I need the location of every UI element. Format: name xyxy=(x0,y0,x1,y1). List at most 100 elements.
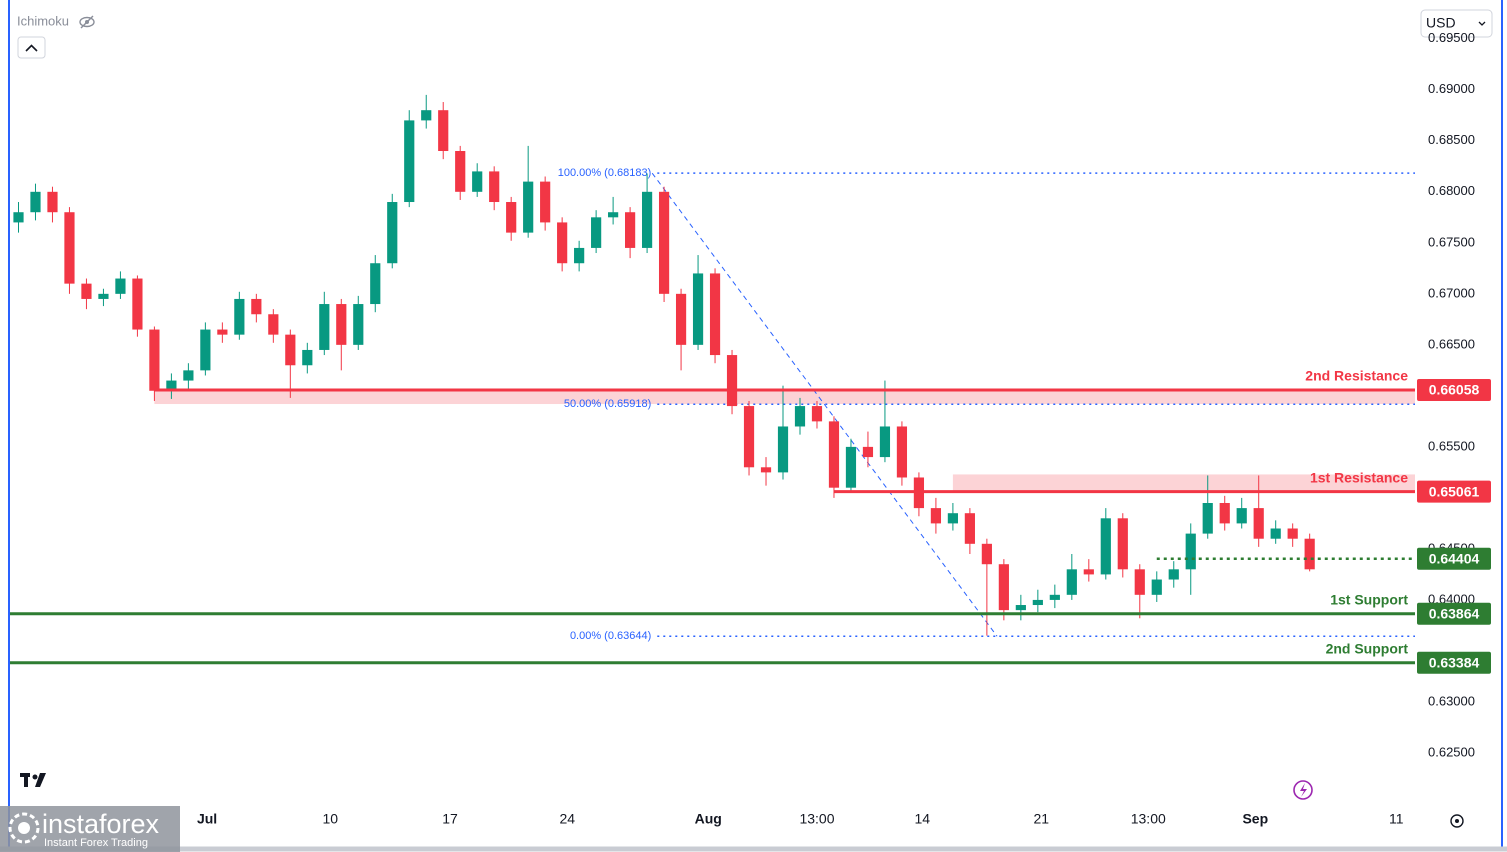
candle-body xyxy=(319,304,330,350)
candle-body xyxy=(98,293,109,299)
candle-body xyxy=(675,293,687,345)
candle-body xyxy=(234,298,245,335)
candle-body xyxy=(743,406,755,468)
brand-name: instaforex xyxy=(42,809,160,839)
candle-body xyxy=(998,564,1009,611)
candle-body xyxy=(251,298,262,315)
level-badge xyxy=(1417,547,1491,570)
candle-body xyxy=(506,202,517,233)
candle-body xyxy=(1032,599,1043,606)
candle-body xyxy=(930,508,942,524)
tradingview-logo xyxy=(20,773,46,787)
candle-body xyxy=(540,181,551,223)
indicator-name[interactable]: Ichimoku xyxy=(17,13,69,28)
candle-body xyxy=(879,426,891,458)
level-name: 2nd Resistance xyxy=(1305,368,1408,384)
candle-body xyxy=(404,120,415,203)
y-tick-label: 0.69000 xyxy=(1428,81,1475,96)
candle-body xyxy=(1168,569,1179,580)
candle-body xyxy=(1253,508,1264,539)
candle-body xyxy=(1287,528,1298,539)
fib-label: 0.00% (0.63644) xyxy=(570,630,651,642)
level-badge xyxy=(1417,651,1491,674)
x-tick-label: Sep xyxy=(1242,811,1268,827)
y-tick-label: 0.64000 xyxy=(1428,591,1475,606)
candle-body xyxy=(1185,533,1196,570)
y-tick-label: 0.67000 xyxy=(1428,285,1475,300)
y-tick-label: 0.67500 xyxy=(1428,234,1475,249)
candle-body xyxy=(1270,528,1281,539)
alert-icon[interactable] xyxy=(1293,780,1313,800)
candle-body xyxy=(1100,518,1111,575)
candle-body xyxy=(13,212,24,223)
x-tick-label: Jul xyxy=(197,811,217,827)
candle-body xyxy=(811,406,823,422)
candle-body xyxy=(1236,508,1247,524)
x-tick-label: Aug xyxy=(695,811,722,827)
y-tick-label: 0.62500 xyxy=(1428,744,1475,759)
collapse-button[interactable] xyxy=(17,36,46,59)
x-tick-label: 13:00 xyxy=(1131,811,1166,827)
candle-body xyxy=(947,513,958,524)
y-tick-label: 0.68000 xyxy=(1428,183,1475,198)
candle-body xyxy=(200,329,211,371)
candle-body xyxy=(591,217,602,248)
candle-body xyxy=(149,329,160,391)
x-tick-label: 10 xyxy=(322,811,338,827)
brand-logo: instaforex Instant Forex Trading xyxy=(0,806,180,852)
candle-body xyxy=(709,273,721,356)
candle-body xyxy=(1117,518,1128,570)
candle-body xyxy=(1015,605,1026,611)
level-zone xyxy=(154,389,1416,405)
candle-body xyxy=(692,273,704,345)
level-name: 2nd Support xyxy=(1326,640,1409,656)
level-price: 0.66058 xyxy=(1429,382,1480,398)
settings-icon[interactable] xyxy=(1450,814,1464,828)
candle-body xyxy=(1134,569,1145,595)
candle-body xyxy=(285,334,296,366)
candle-body xyxy=(896,426,908,478)
candle-body xyxy=(845,446,857,488)
y-tick-label: 0.65500 xyxy=(1428,438,1475,453)
level-name: 1st Resistance xyxy=(1310,469,1408,485)
candle-body xyxy=(455,151,466,192)
candle-body xyxy=(166,380,177,391)
candle-body xyxy=(557,222,568,264)
level-badge xyxy=(1417,480,1491,503)
candle-body xyxy=(370,263,381,305)
candle-body xyxy=(217,329,228,335)
currency-label: USD xyxy=(1426,15,1456,31)
x-tick-label: 24 xyxy=(559,811,575,827)
candle-body xyxy=(1151,579,1162,595)
y-tick-label: 0.66500 xyxy=(1428,336,1475,351)
candle-body xyxy=(523,181,534,233)
candle-body xyxy=(302,349,313,366)
candle-body xyxy=(1083,569,1094,575)
candle-body xyxy=(726,355,738,407)
y-tick-label: 0.69500 xyxy=(1428,30,1475,45)
candle-body xyxy=(115,278,126,294)
x-tick-label: 13:00 xyxy=(799,811,834,827)
brand-tagline: Instant Forex Trading xyxy=(44,837,148,849)
eye-icon[interactable] xyxy=(79,15,95,29)
candle-body xyxy=(760,467,772,473)
candle-body xyxy=(489,171,500,203)
candle-body xyxy=(1304,538,1315,570)
level-badge xyxy=(1417,378,1491,401)
currency-select[interactable]: USD xyxy=(1420,9,1493,38)
level-price: 0.64404 xyxy=(1429,550,1480,566)
candle-body xyxy=(1202,502,1213,534)
x-tick-label: 21 xyxy=(1033,811,1049,827)
level-badge xyxy=(1417,602,1491,625)
candle-body xyxy=(30,191,41,213)
level-price: 0.65061 xyxy=(1429,483,1480,499)
candle-body xyxy=(353,304,364,345)
x-tick-label: 11 xyxy=(1389,811,1404,827)
candle-body xyxy=(421,110,432,121)
candle-body xyxy=(794,406,806,427)
fib-trend-line xyxy=(651,172,998,637)
candle-body xyxy=(81,283,92,299)
candle-body xyxy=(625,212,636,248)
fib-label: 100.00% (0.68183) xyxy=(558,167,652,179)
